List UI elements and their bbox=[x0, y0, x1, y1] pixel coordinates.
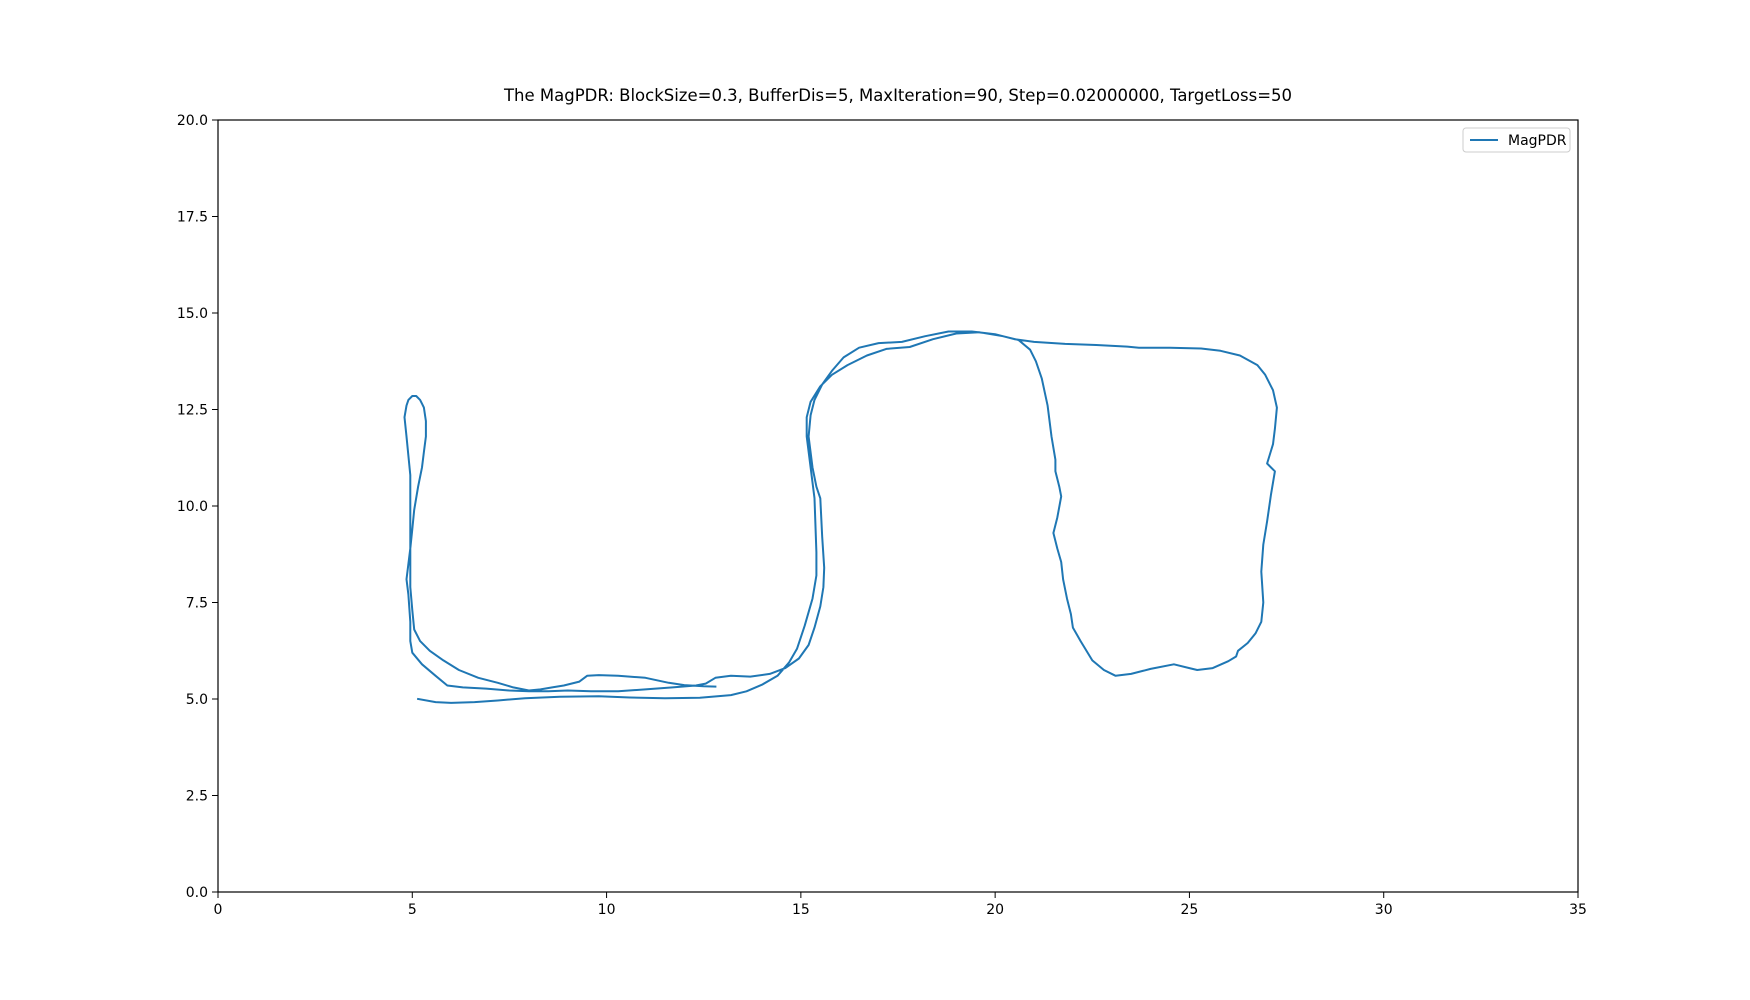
y-tick-label: 0.0 bbox=[186, 885, 208, 901]
legend: MagPDR bbox=[1462, 127, 1571, 153]
legend-box bbox=[1462, 127, 1571, 153]
y-tick-label: 15.0 bbox=[177, 306, 208, 322]
chart-title: The MagPDR: BlockSize=0.3, BufferDis=5, … bbox=[503, 86, 1292, 105]
y-axis: 0.0 2.5 5.0 7.5 10.0 12.5 15.0 17.5 20.0 bbox=[177, 113, 218, 901]
x-tick-label: 10 bbox=[598, 902, 616, 918]
x-tick-label: 25 bbox=[1181, 902, 1199, 918]
x-tick-label: 35 bbox=[1569, 902, 1587, 918]
plot-area bbox=[217, 119, 1579, 893]
line-layer bbox=[403, 330, 1278, 704]
y-tick-label: 7.5 bbox=[186, 596, 208, 612]
y-tick-label: 12.5 bbox=[177, 403, 208, 419]
legend-label-magpdr: MagPDR bbox=[1508, 133, 1567, 149]
y-tick-label: 10.0 bbox=[177, 499, 208, 515]
y-tick-label: 2.5 bbox=[186, 789, 208, 805]
x-axis: 0 5 10 15 20 25 30 35 bbox=[214, 892, 1587, 918]
x-tick-label: 15 bbox=[792, 902, 810, 918]
x-tick-label: 20 bbox=[986, 902, 1004, 918]
axes-background bbox=[218, 120, 1578, 892]
y-tick-label: 17.5 bbox=[177, 210, 208, 226]
y-tick-label: 20.0 bbox=[177, 113, 208, 129]
x-tick-label: 5 bbox=[408, 902, 417, 918]
x-tick-label: 0 bbox=[214, 902, 223, 918]
y-tick-label: 5.0 bbox=[186, 692, 208, 708]
series-line-magpdr bbox=[403, 330, 1278, 704]
x-tick-label: 30 bbox=[1375, 902, 1393, 918]
